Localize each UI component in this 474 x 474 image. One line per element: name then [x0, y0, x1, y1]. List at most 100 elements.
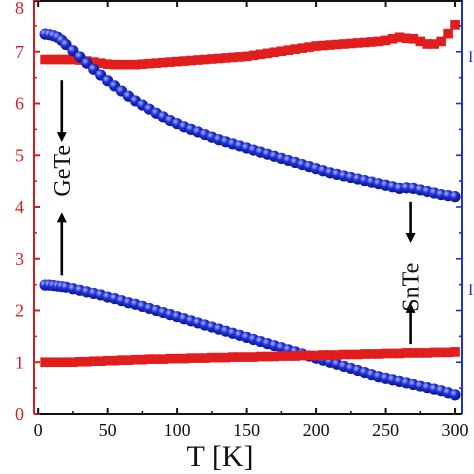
- data-point-red-square: [290, 351, 301, 361]
- data-point-red-square: [359, 349, 370, 359]
- data-point-red-square: [95, 356, 106, 367]
- right-tick-label-fragment: I: [468, 49, 473, 66]
- data-point-red-square: [408, 348, 419, 358]
- data-point-red-square: [352, 38, 363, 48]
- data-point-red-square: [179, 353, 189, 364]
- data-point-red-square: [373, 36, 384, 47]
- data-point-red-square: [207, 352, 217, 363]
- data-point-red-square: [373, 349, 384, 359]
- x-tick-label: 300: [442, 420, 469, 440]
- data-point-red-square: [200, 353, 210, 363]
- data-point-red-square: [207, 54, 217, 64]
- data-point-red-square: [102, 355, 113, 366]
- data-point-red-square: [401, 33, 412, 44]
- data-point-red-square: [387, 34, 398, 44]
- data-point-red-square: [186, 55, 196, 66]
- data-point-red-square: [304, 350, 314, 361]
- data-point-red-square: [380, 348, 391, 359]
- data-point-red-square: [62, 54, 73, 65]
- data-point-red-square: [82, 356, 92, 367]
- data-point-red-square: [352, 349, 363, 360]
- data-point-red-square: [269, 351, 280, 362]
- data-point-red-square: [40, 54, 50, 65]
- data-point-red-square: [443, 28, 453, 39]
- data-point-red-square: [151, 58, 162, 68]
- chart-labels: GeTe SnTe 0 1 2 3 4 5 6 7 8 0 50 100 150 200 250 300 I I: [15, 0, 473, 440]
- data-point-red-square: [318, 40, 328, 51]
- data-point-red-square: [220, 53, 231, 63]
- data-point-red-square: [283, 45, 294, 55]
- data-point-red-square: [255, 351, 266, 362]
- data-point-blue-circle: [449, 389, 461, 401]
- data-point-red-square: [186, 353, 196, 363]
- data-point-red-square: [68, 54, 78, 65]
- data-point-red-square: [158, 354, 169, 364]
- data-point-red-square: [415, 36, 426, 47]
- data-point-red-square: [109, 59, 120, 70]
- data-point-red-square: [172, 56, 182, 67]
- data-point-red-square: [144, 354, 155, 364]
- data-point-red-square: [269, 47, 280, 58]
- data-point-red-square: [262, 351, 273, 362]
- data-point-red-square: [346, 38, 356, 49]
- data-point-red-square: [165, 57, 175, 67]
- data-point-red-square: [158, 57, 169, 68]
- data-point-blue-circle: [449, 191, 461, 203]
- data-point-red-square: [116, 59, 127, 70]
- x-tick-label: 50: [99, 420, 117, 440]
- right-tick-label-fragment: I: [468, 282, 473, 299]
- x-axis-label: T [K]: [187, 440, 254, 473]
- data-point-red-square: [332, 39, 342, 50]
- x-tick-label: 0: [34, 420, 43, 440]
- data-point-red-square: [311, 350, 321, 361]
- data-point-red-square: [45, 357, 56, 368]
- data-point-red-square: [408, 34, 419, 44]
- data-point-red-square: [346, 349, 356, 360]
- data-point-red-square: [137, 354, 148, 365]
- data-point-red-square: [172, 353, 182, 364]
- data-point-red-square: [234, 52, 245, 62]
- data-point-red-square: [332, 350, 342, 360]
- data-point-red-square: [68, 357, 78, 368]
- data-point-red-square: [394, 348, 405, 359]
- data-point-red-square: [436, 347, 446, 358]
- data-point-red-square: [339, 39, 349, 49]
- y-tick-label: 5: [15, 145, 24, 165]
- data-point-red-square: [311, 41, 321, 51]
- data-point-red-square: [214, 352, 224, 363]
- y-tick-label: 4: [15, 197, 24, 217]
- data-point-red-square: [380, 35, 391, 46]
- chart-marks: [39, 20, 461, 401]
- data-point-red-square: [116, 355, 127, 365]
- x-tick-label: 250: [372, 420, 399, 440]
- annotation-label: GeTe: [50, 145, 76, 197]
- data-point-red-square: [450, 347, 460, 357]
- data-point-red-square: [137, 59, 148, 69]
- y-tick-label: 3: [15, 249, 24, 269]
- data-point-red-square: [436, 36, 446, 47]
- data-point-red-square: [214, 53, 224, 64]
- x-tick-label: 200: [303, 420, 330, 440]
- x-tick-label: 100: [164, 420, 191, 440]
- y-tick-label: 0: [15, 404, 24, 424]
- data-point-red-square: [241, 51, 252, 62]
- data-point-red-square: [40, 357, 50, 368]
- data-point-red-square: [56, 54, 67, 65]
- y-tick-label: 2: [15, 301, 24, 321]
- data-point-red-square: [387, 348, 398, 359]
- data-point-red-square: [200, 54, 210, 65]
- data-point-red-square: [359, 37, 370, 48]
- data-point-red-square: [51, 54, 62, 65]
- data-point-red-square: [109, 355, 120, 366]
- chart-axes: [33, 0, 463, 415]
- data-point-red-square: [88, 57, 99, 67]
- data-point-red-square: [290, 44, 301, 54]
- data-point-red-square: [276, 46, 287, 57]
- data-point-red-square: [102, 59, 113, 69]
- data-point-red-square: [304, 42, 314, 52]
- data-point-red-square: [325, 40, 335, 50]
- data-point-red-square: [262, 48, 273, 59]
- y-tick-label: 1: [15, 352, 24, 372]
- data-point-red-square: [366, 37, 377, 47]
